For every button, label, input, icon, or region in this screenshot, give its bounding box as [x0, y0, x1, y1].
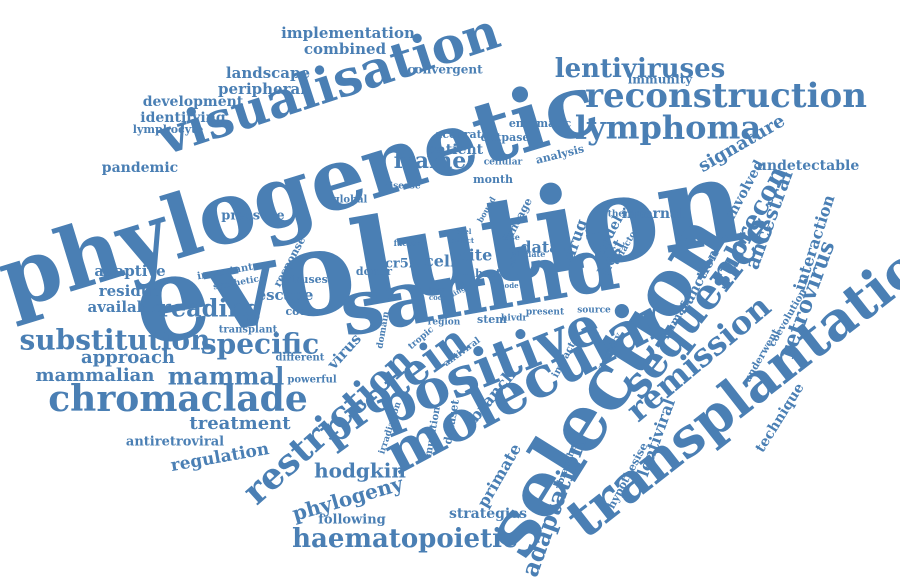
cloud-word: haematopoietic	[292, 524, 518, 554]
cloud-word: landscape	[226, 64, 310, 82]
cloud-word: escape	[257, 286, 314, 304]
cloud-word: identifying	[140, 110, 226, 126]
cloud-word: lentiviruses	[555, 54, 726, 84]
cloud-word: substitution	[20, 324, 211, 357]
cloud-word: therapy	[608, 210, 647, 220]
cloud-word: novel	[451, 227, 472, 236]
cloud-word: undetectable	[757, 158, 860, 174]
cloud-word: transplant	[219, 325, 278, 336]
cloud-word: global	[333, 195, 368, 206]
cloud-word: source	[577, 306, 611, 316]
cloud-word: pandemic	[102, 160, 178, 176]
cloud-word: development	[143, 94, 244, 110]
cloud-word: lymphocyte	[133, 123, 203, 136]
cloud-word: month	[473, 173, 513, 186]
cloud-word: frame	[394, 148, 467, 174]
cloud-word: peripheral	[218, 80, 306, 98]
cloud-word: specific	[201, 328, 319, 361]
cloud-word: treatment	[189, 413, 291, 434]
cloud-word: node	[499, 281, 519, 290]
cloud-word: region	[428, 318, 461, 328]
cloud-word: code	[429, 293, 448, 302]
cloud-word: residue	[99, 282, 162, 300]
cloud-word: hodgkin	[314, 459, 406, 483]
cloud-word: disease	[383, 182, 420, 192]
cloud-word: patient	[427, 142, 484, 158]
cloud-word: mammalian	[36, 365, 155, 386]
cloud-word: present	[526, 308, 565, 318]
cloud-word: pressure	[221, 209, 284, 224]
cloud-word: approach	[81, 347, 175, 368]
cloud-word: case	[500, 232, 520, 242]
cloud-word: data	[520, 238, 559, 257]
cloud-word: implementation	[281, 24, 415, 42]
cloud-word: hivdr	[501, 314, 527, 324]
cloud-word: adaptive	[94, 262, 165, 280]
cloud-word: antiretroviral	[126, 435, 224, 450]
cloud-word: convergent	[407, 63, 483, 77]
cloud-word: stem	[477, 313, 507, 326]
cloud-word: level	[429, 285, 448, 294]
cloud-word: ccr5Δ	[377, 257, 419, 272]
cloud-word: cellular	[484, 158, 523, 168]
cloud-word: site	[460, 246, 493, 265]
cloud-word: lymphoma	[575, 109, 761, 147]
cloud-word: chromaclade	[48, 378, 308, 420]
cloud-word: reconstruction	[585, 76, 867, 116]
cloud-word: combined	[304, 40, 387, 58]
cloud-word: available	[88, 298, 163, 316]
cloud-word: enzymatic	[509, 117, 572, 130]
cloud-word: donor	[356, 265, 392, 278]
cloud-word: cell	[424, 252, 456, 271]
cloud-word: hsct	[475, 267, 502, 280]
cloud-word: mammal	[168, 362, 284, 391]
cloud-word: factor	[394, 238, 422, 248]
cloud-word: innate	[517, 249, 546, 259]
cloud-word: different	[276, 353, 325, 364]
cloud-word: viruses	[283, 273, 328, 286]
cloud-word: dntpase	[481, 131, 530, 144]
cloud-word: powerful	[287, 375, 336, 386]
cloud-word: rate	[507, 251, 519, 269]
cloud-word: accurate	[435, 128, 489, 141]
cloud-word: codon	[285, 305, 322, 318]
cloud-word: following	[318, 513, 385, 528]
cloud-word: strategies	[449, 506, 527, 522]
cloud-word: immunity	[628, 73, 694, 87]
cloud-word: reading	[158, 294, 262, 323]
cloud-word: affect	[452, 236, 475, 245]
cloud-word: internal	[622, 206, 685, 222]
